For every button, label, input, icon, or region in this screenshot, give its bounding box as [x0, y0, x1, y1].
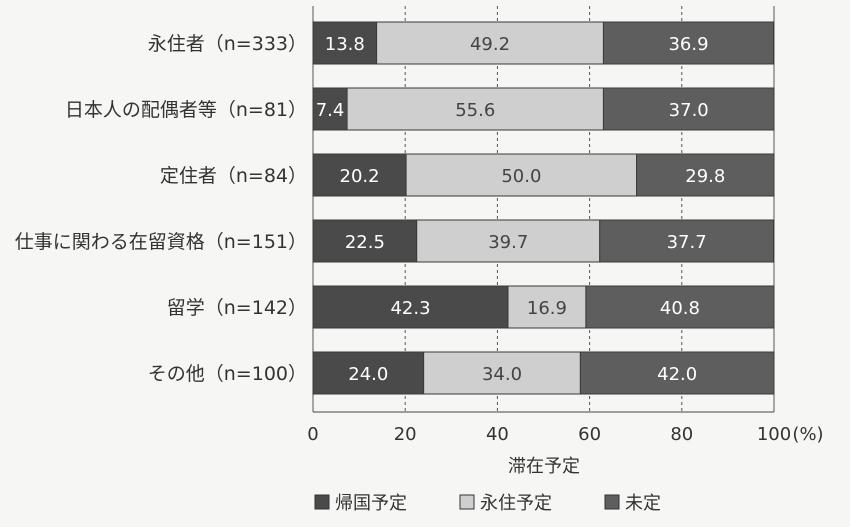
- data-label: 40.8: [660, 298, 700, 319]
- bar-segment: [579, 351, 775, 395]
- data-label: 20.2: [340, 166, 380, 187]
- data-label: 36.9: [668, 34, 708, 55]
- x-tick-label: 100: [757, 424, 791, 445]
- data-label: 37.7: [667, 232, 707, 253]
- bar-segment: [636, 153, 775, 197]
- x-tick-label: 40: [486, 424, 509, 445]
- category-label: 日本人の配偶者等（n=81）: [65, 99, 307, 121]
- bar-segment: [507, 285, 587, 329]
- data-label: 13.8: [325, 34, 365, 55]
- bar-segment: [312, 219, 418, 263]
- legend-label: 永住予定: [480, 493, 552, 514]
- x-unit-label: (%): [792, 424, 823, 445]
- data-label: 34.0: [482, 364, 522, 385]
- bar-segment: [312, 87, 348, 131]
- bar-segment: [312, 351, 425, 395]
- legend-label: 帰国予定: [335, 493, 407, 514]
- x-tick-label: 60: [578, 424, 601, 445]
- bar-segment: [599, 219, 775, 263]
- data-label: 50.0: [501, 166, 541, 187]
- bar-segment: [602, 21, 775, 65]
- data-label: 22.5: [345, 232, 385, 253]
- data-label: 42.0: [657, 364, 697, 385]
- bar-segment: [423, 351, 581, 395]
- bar-segment: [346, 87, 604, 131]
- data-label: 37.0: [669, 100, 709, 121]
- category-label: その他（n=100）: [148, 363, 307, 385]
- data-label: 49.2: [470, 34, 510, 55]
- legend-swatch: [314, 494, 330, 510]
- data-label: 55.6: [455, 100, 495, 121]
- data-label: 42.3: [390, 298, 430, 319]
- category-label: 留学（n=142）: [167, 297, 307, 319]
- data-label: 7.4: [316, 100, 345, 121]
- bar-segment: [312, 21, 378, 65]
- bar-segment: [585, 285, 775, 329]
- legend-label: 未定: [625, 493, 661, 514]
- bar-segment: [405, 153, 638, 197]
- bar-segment: [602, 87, 775, 131]
- category-label: 仕事に関わる在留資格（n=151）: [15, 231, 307, 253]
- x-tick-label: 0: [307, 424, 318, 445]
- legend-swatch: [604, 494, 620, 510]
- category-label: 永住者（n=333）: [148, 33, 307, 55]
- data-label: 16.9: [527, 298, 567, 319]
- category-label: 定住者（n=84）: [160, 165, 307, 187]
- data-label: 24.0: [348, 364, 388, 385]
- x-tick-label: 80: [670, 424, 693, 445]
- bar-segment: [416, 219, 601, 263]
- legend-swatch: [459, 494, 475, 510]
- x-tick-label: 20: [394, 424, 417, 445]
- x-axis-title: 滞在予定: [508, 456, 580, 477]
- bar-segment: [312, 153, 407, 197]
- data-label: 29.8: [685, 166, 725, 187]
- data-label: 39.7: [488, 232, 528, 253]
